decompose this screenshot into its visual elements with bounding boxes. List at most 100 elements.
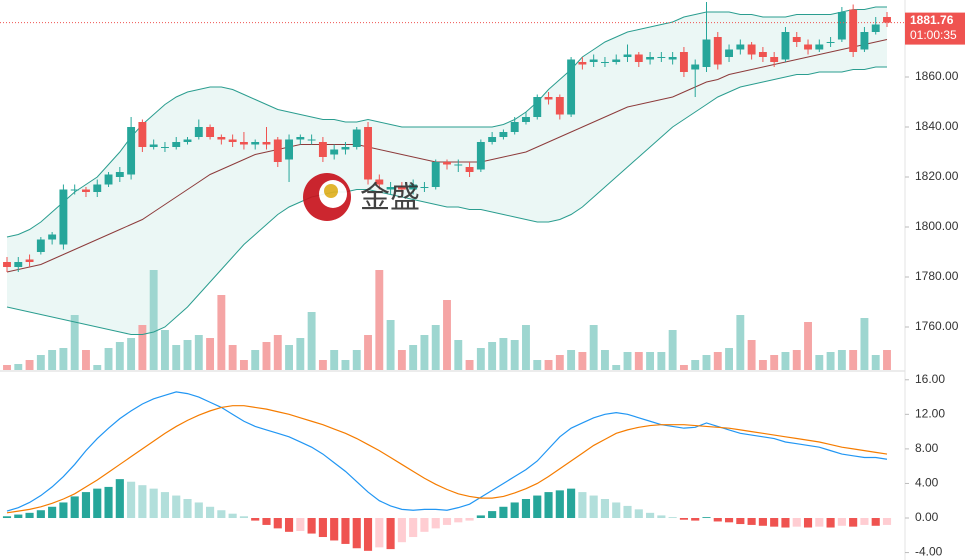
- candle-body: [172, 142, 181, 147]
- macd-bar: [81, 492, 91, 519]
- candle-body: [849, 9, 858, 52]
- macd-bar: [442, 518, 452, 525]
- macd-bar: [160, 492, 170, 519]
- volume-bar: [127, 338, 136, 370]
- macd-bar: [465, 518, 474, 521]
- macd-bar: [826, 518, 835, 528]
- macd-bar: [25, 512, 34, 519]
- volume-bar: [578, 352, 587, 370]
- volume-bar: [849, 350, 858, 370]
- macd-bar: [115, 479, 124, 519]
- candle-body: [804, 44, 812, 50]
- candle-body: [251, 142, 260, 145]
- candle-body: [59, 189, 68, 245]
- candle-body: [826, 42, 835, 43]
- candle-body: [115, 172, 124, 177]
- volume-bar: [476, 348, 485, 370]
- macd-bar: [375, 518, 384, 548]
- candle-body: [860, 32, 869, 50]
- volume-bar: [781, 352, 790, 370]
- volume-bar: [138, 325, 147, 370]
- candle-body: [36, 239, 45, 252]
- macd-bar: [48, 506, 57, 519]
- macd-bar: [657, 515, 666, 519]
- candle-body: [307, 139, 316, 141]
- volume-bar: [285, 345, 293, 370]
- candle-body: [262, 142, 271, 145]
- macd-bar: [363, 518, 373, 551]
- volume-bar: [70, 315, 79, 370]
- candle-body: [183, 139, 192, 142]
- candle-body: [194, 127, 203, 137]
- candle-body: [623, 54, 632, 57]
- macd-bar: [409, 518, 418, 538]
- candle-body: [646, 57, 655, 60]
- macd-bar: [578, 492, 587, 519]
- macd-bar: [747, 518, 756, 525]
- macd-bar: [589, 495, 598, 519]
- macd-line: [6, 405, 888, 514]
- volume-bar: [725, 348, 733, 370]
- volume-bar: [206, 338, 215, 370]
- macd-bar: [330, 518, 339, 541]
- macd-bar: [634, 509, 643, 519]
- candle-body: [668, 57, 677, 60]
- macd-bar: [228, 513, 237, 519]
- macd-bar: [781, 518, 790, 528]
- band-fill: [7, 7, 887, 335]
- volume-bar: [3, 365, 11, 370]
- y-tick-label: 1860.00: [915, 69, 959, 83]
- volume-bar: [837, 350, 846, 370]
- candle-body: [25, 259, 34, 262]
- candle-body: [499, 132, 508, 137]
- candle-body: [14, 262, 23, 267]
- volume-bar: [544, 360, 553, 370]
- candle-body: [431, 162, 440, 187]
- macd-bar: [217, 510, 226, 519]
- macd-bar: [273, 518, 282, 529]
- y-tick-label: 8.00: [915, 441, 939, 455]
- macd-bar: [555, 490, 564, 519]
- macd-bar: [296, 518, 305, 531]
- volume-bar: [115, 342, 124, 370]
- macd-bar: [815, 518, 824, 527]
- y-tick-label: 1800.00: [915, 219, 959, 233]
- macd-bar: [849, 518, 858, 527]
- volume-bar: [443, 300, 451, 370]
- macd-bar: [352, 518, 361, 549]
- macd-bar: [251, 518, 260, 521]
- macd-bar: [713, 518, 722, 522]
- candle-body: [149, 144, 158, 147]
- macd-bar: [612, 502, 621, 519]
- candle-body: [364, 127, 372, 180]
- candle-body: [533, 97, 542, 117]
- volume-bar: [352, 350, 361, 370]
- macd-bar: [2, 516, 12, 519]
- logo-dot: [324, 184, 338, 198]
- candle-body: [770, 57, 779, 62]
- candle-body: [781, 32, 790, 60]
- macd-line: [6, 391, 888, 512]
- volume-bar: [397, 350, 406, 370]
- volume-bar: [871, 355, 880, 370]
- volume-bar: [59, 348, 68, 370]
- macd-bar: [544, 492, 553, 519]
- macd-bar: [397, 518, 406, 543]
- volume-bar: [296, 338, 305, 370]
- macd-bar: [702, 517, 711, 519]
- macd-bar: [691, 518, 700, 521]
- last-price-label: 1881.76: [910, 13, 954, 27]
- candle-body: [792, 37, 801, 42]
- candle-body: [510, 122, 519, 132]
- candle-body: [578, 62, 587, 65]
- volume-bar: [668, 330, 677, 370]
- volume-bar: [262, 342, 271, 370]
- candle-body: [476, 142, 485, 170]
- candle-body: [296, 137, 305, 140]
- candle-body: [3, 262, 11, 267]
- watermark-text: 金盛: [360, 181, 420, 216]
- candle-body: [217, 137, 226, 140]
- macd-bar: [206, 506, 215, 519]
- macd-bar: [386, 518, 395, 550]
- volume-bar: [183, 340, 192, 370]
